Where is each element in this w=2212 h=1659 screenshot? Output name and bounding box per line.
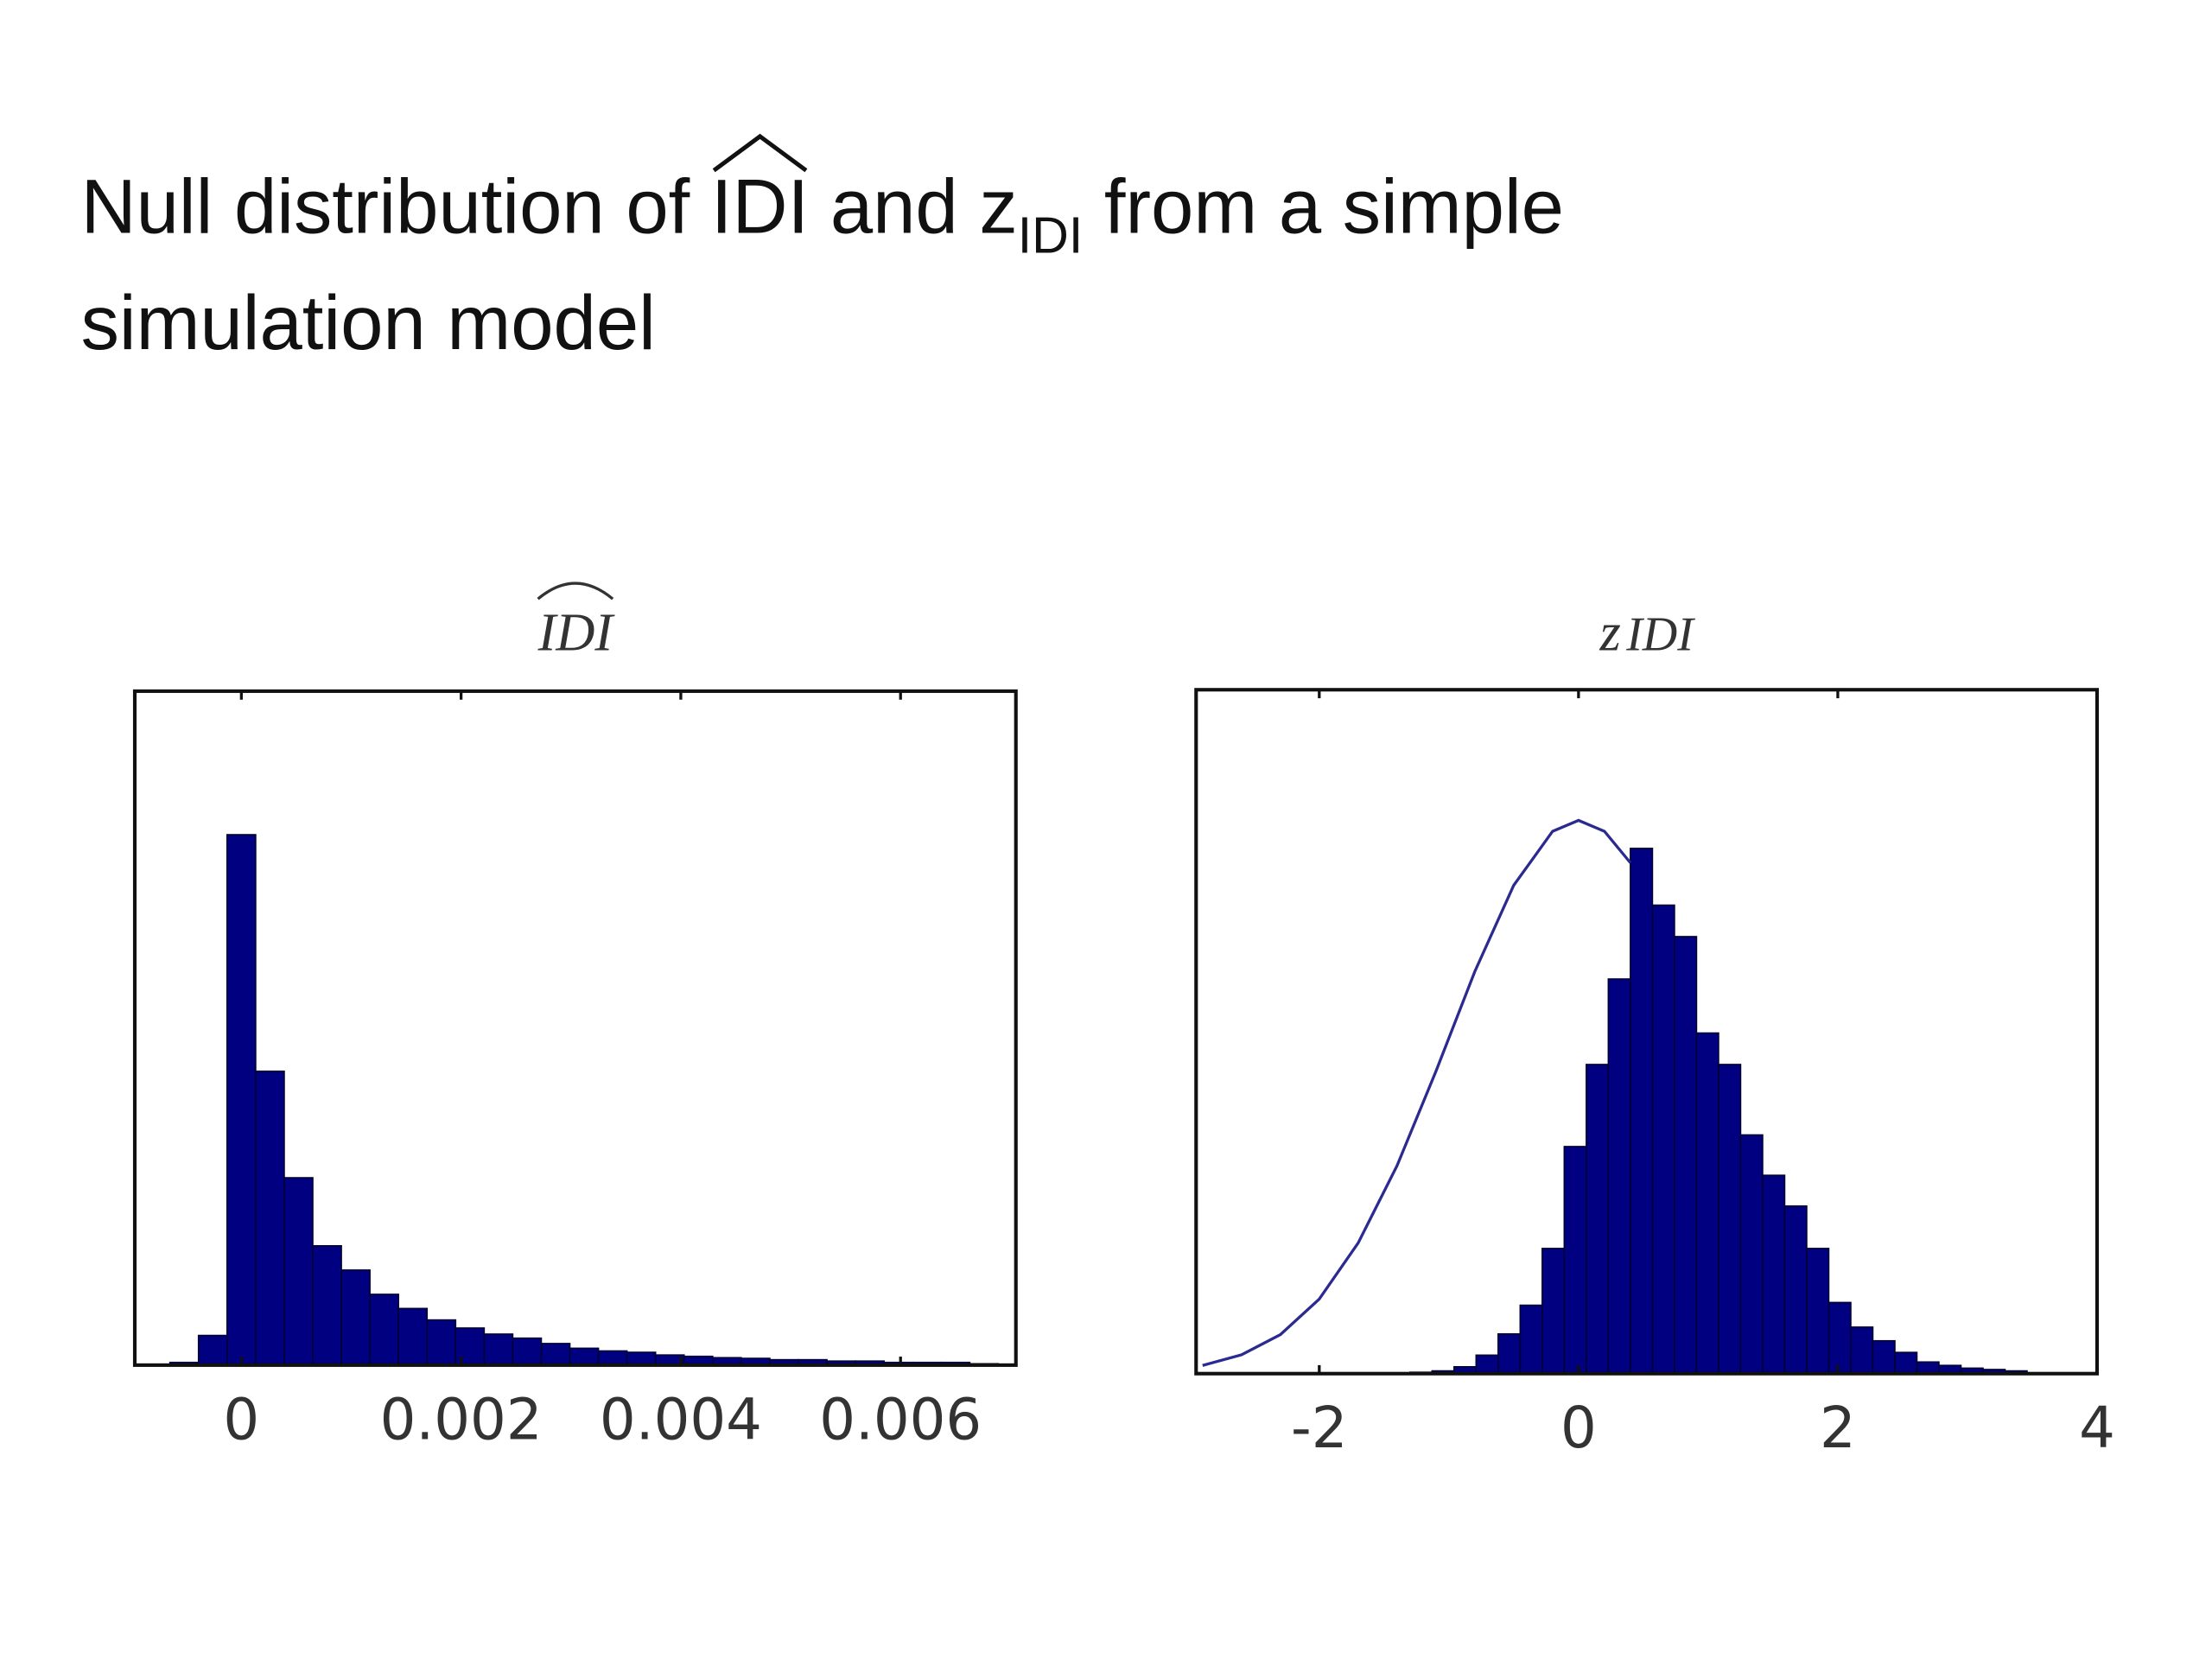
title-subscript: IDI xyxy=(1018,206,1084,264)
x-tick-label: 2 xyxy=(1820,1395,1856,1461)
bar xyxy=(569,1347,600,1366)
x-tick-label: 0 xyxy=(1560,1395,1597,1461)
bar xyxy=(340,1269,371,1366)
bar xyxy=(483,1333,514,1366)
title-hat xyxy=(712,133,808,173)
bar xyxy=(597,1350,628,1366)
title-text: Null distribution of xyxy=(81,164,711,250)
bar xyxy=(540,1343,571,1366)
slide-title: simulation model xyxy=(81,280,656,365)
title-text: IDI xyxy=(711,164,809,250)
chart-title-hat xyxy=(537,582,614,601)
bar xyxy=(1783,1205,1808,1375)
chart-title: z IDI xyxy=(1599,602,1695,662)
bar xyxy=(512,1337,543,1366)
x-tick-label: 4 xyxy=(2079,1395,2115,1461)
bar xyxy=(197,1334,228,1366)
bar xyxy=(1497,1333,1522,1375)
bar xyxy=(255,1070,285,1366)
density-curve xyxy=(1202,818,1632,1367)
plot-frame xyxy=(1194,688,2100,1376)
bar xyxy=(1718,1064,1742,1375)
bar xyxy=(1586,1064,1610,1375)
chart-title: IDI xyxy=(537,602,616,662)
bar xyxy=(1850,1326,1874,1375)
x-tick-label: 0.002 xyxy=(380,1387,543,1452)
bar xyxy=(1563,1146,1587,1375)
plot-frame xyxy=(132,689,1018,1367)
bar xyxy=(1827,1301,1852,1375)
bar xyxy=(1739,1134,1764,1375)
bar xyxy=(1674,936,1698,1375)
bar xyxy=(1475,1354,1499,1375)
bar xyxy=(1806,1248,1830,1375)
bar xyxy=(369,1294,399,1366)
bar xyxy=(397,1307,429,1366)
bar xyxy=(312,1245,342,1366)
chart-title-subscript: IDI xyxy=(1625,607,1695,661)
title-text: and z xyxy=(809,164,1018,250)
bar xyxy=(283,1177,314,1366)
bar xyxy=(1872,1339,1896,1375)
bar xyxy=(226,834,257,1366)
x-tick-label: 0 xyxy=(223,1387,259,1452)
bar xyxy=(1541,1248,1566,1375)
title-text: from a simple xyxy=(1083,164,1564,250)
x-tick-label: 0.006 xyxy=(819,1387,982,1452)
bar xyxy=(1651,904,1675,1375)
bar xyxy=(1519,1304,1543,1375)
bar xyxy=(1762,1174,1786,1375)
bar xyxy=(1894,1351,1918,1375)
bar xyxy=(626,1351,657,1366)
bar xyxy=(1607,978,1631,1375)
bar xyxy=(426,1319,457,1366)
x-tick-label: -2 xyxy=(1291,1395,1347,1461)
slide-title: Null distribution of IDI and zIDI from a… xyxy=(81,164,1564,264)
bar xyxy=(1630,848,1654,1375)
bar xyxy=(1695,1032,1719,1375)
x-tick-label: 0.004 xyxy=(600,1387,762,1452)
chart-title-text: z xyxy=(1599,602,1620,662)
